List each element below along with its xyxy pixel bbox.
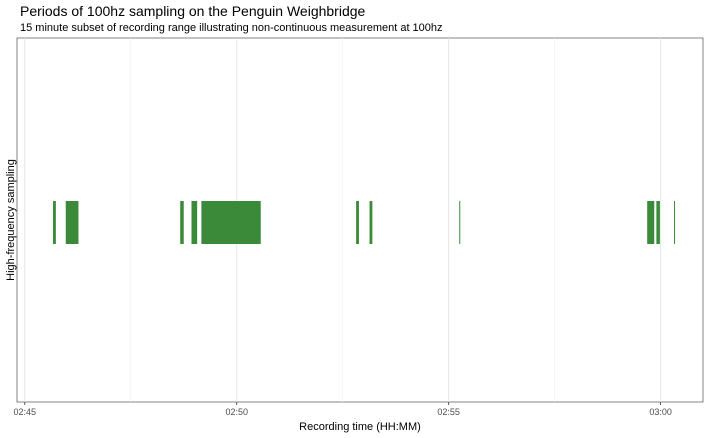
sampling-interval-bar (201, 201, 261, 244)
sampling-interval-bar (459, 201, 461, 244)
sampling-intervals (53, 201, 676, 244)
sampling-interval-bar (65, 201, 79, 244)
x-tick-label: 03:00 (649, 407, 672, 417)
sampling-interval-bar (191, 201, 198, 244)
x-axis-label: Recording time (HH:MM) (299, 421, 421, 433)
sampling-interval-bar (674, 201, 676, 244)
sampling-interval-bar (369, 201, 373, 244)
sampling-interval-bar (656, 201, 660, 244)
sampling-interval-bar (647, 201, 655, 244)
x-tick-label: 02:55 (437, 407, 460, 417)
gridlines (24, 38, 662, 402)
x-tick-label: 02:50 (225, 407, 248, 417)
plot-panel (16, 37, 704, 403)
chart-title: Periods of 100hz sampling on the Penguin… (20, 3, 366, 19)
sampling-interval-bar (356, 201, 359, 244)
x-tick-label: 02:45 (14, 407, 37, 417)
y-axis-label: High-frequency sampling (5, 159, 17, 281)
sampling-interval-bar (53, 201, 56, 244)
sampling-interval-bar (180, 201, 184, 244)
x-axis-ticks: 02:45 02:50 02:55 03:00 (14, 402, 672, 417)
chart-subtitle: 15 minute subset of recording range illu… (20, 22, 443, 34)
